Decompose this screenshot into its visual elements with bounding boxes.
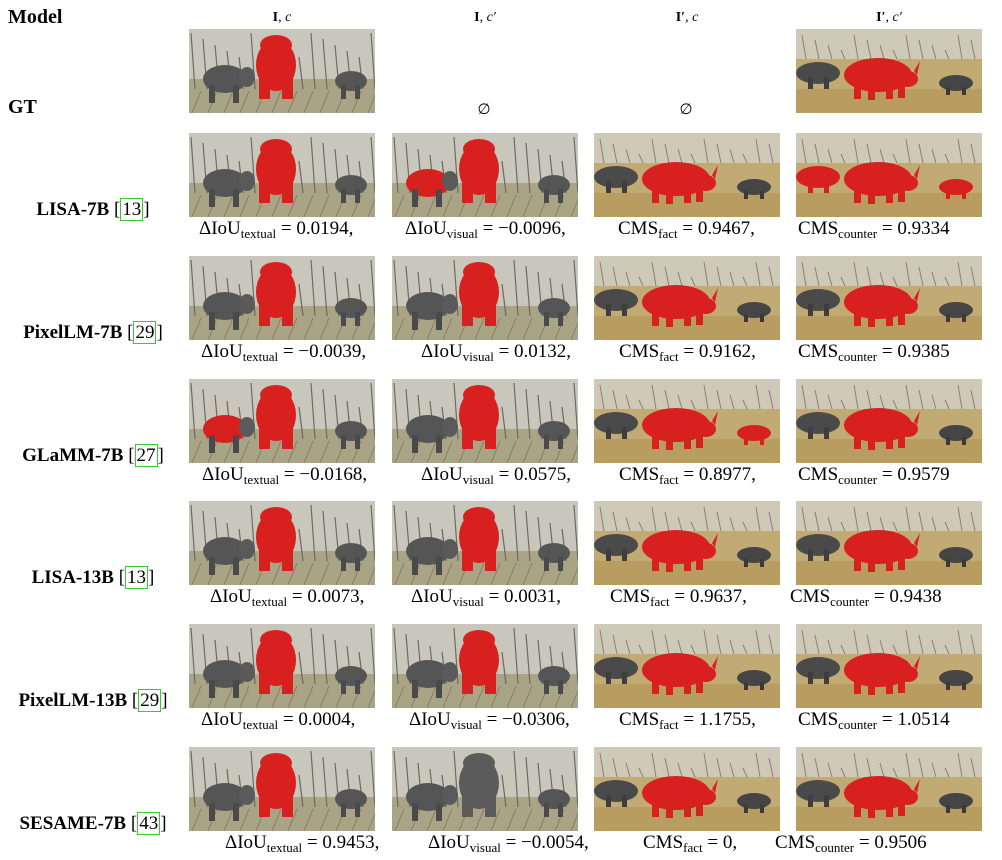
column-header-i-cprime: I, c′	[474, 10, 496, 25]
row-label-pixellm-7b: PixelLM-7B [29]	[0, 321, 186, 344]
metric-cms-counter: CMScounter = 0.9334	[798, 218, 950, 241]
metric-cms-fact: CMSfact = 0.9637,	[610, 586, 747, 609]
metric-delta-iou-visual: ΔIoUvisual = 0.0031,	[411, 586, 562, 609]
prediction-mask-image	[594, 747, 780, 831]
prediction-mask-image	[796, 256, 982, 340]
prediction-mask-image	[796, 501, 982, 585]
metric-cms-fact: CMSfact = 0.8977,	[619, 464, 756, 487]
citation-link[interactable]: [13]	[113, 566, 155, 589]
metric-cms-counter: CMScounter = 0.9506	[775, 832, 927, 855]
gt-empty-symbol-3: ∅	[679, 102, 693, 118]
gt-cell-4	[796, 29, 982, 113]
prediction-mask-image	[189, 501, 375, 585]
gt-row-label: GT	[8, 96, 37, 118]
row-label-lisa-7b: LISA-7B [13]	[0, 198, 186, 221]
metric-cms-fact: CMSfact = 0.9162,	[619, 341, 756, 364]
prediction-mask-image	[392, 501, 578, 585]
prediction-mask-image	[594, 379, 780, 463]
row-label-glamm-7b: GLaMM-7B [27]	[0, 444, 186, 467]
prediction-mask-image	[392, 747, 578, 831]
gt-empty-symbol-2: ∅	[477, 102, 491, 118]
prediction-mask-image	[796, 379, 982, 463]
metric-delta-iou-textual: ΔIoUtextual = 0.0073,	[210, 586, 365, 609]
column-header-i-c: I, c	[272, 10, 292, 25]
prediction-mask-image	[594, 256, 780, 340]
metric-cms-fact: CMSfact = 0,	[643, 832, 738, 855]
metric-cms-counter: CMScounter = 1.0514	[798, 709, 950, 732]
metric-delta-iou-visual: ΔIoUvisual = −0.0306,	[409, 709, 570, 732]
prediction-mask-image	[796, 133, 982, 217]
metric-cms-counter: CMScounter = 0.9579	[798, 464, 950, 487]
metric-cms-counter: CMScounter = 0.9385	[798, 341, 950, 364]
metric-delta-iou-textual: ΔIoUtextual = −0.0168,	[202, 464, 368, 487]
model-name: GLaMM-7B	[22, 445, 124, 466]
prediction-mask-image	[189, 624, 375, 708]
prediction-mask-image	[796, 624, 982, 708]
citation-link[interactable]: [27]	[123, 444, 164, 467]
model-name: PixelLM-13B	[18, 690, 128, 711]
prediction-mask-image	[189, 747, 375, 831]
metric-delta-iou-textual: ΔIoUtextual = −0.0039,	[201, 341, 367, 364]
model-name: PixelLM-7B	[23, 322, 123, 343]
metric-delta-iou-textual: ΔIoUtextual = 0.0194,	[199, 218, 354, 241]
metric-delta-iou-visual: ΔIoUvisual = −0.0096,	[405, 218, 566, 241]
prediction-mask-image	[189, 379, 375, 463]
column-header-iprime-c: I′, c	[675, 10, 699, 25]
citation-link[interactable]: [29]	[122, 321, 163, 344]
gt-cell-1	[189, 29, 375, 113]
row-label-lisa-13b: LISA-13B [13]	[0, 566, 186, 589]
prediction-mask-image	[594, 501, 780, 585]
metric-delta-iou-textual: ΔIoUtextual = 0.0004,	[201, 709, 356, 732]
column-header-iprime-cprime: I′, c′	[876, 10, 902, 25]
citation-link[interactable]: [43]	[126, 812, 167, 835]
prediction-mask-image	[392, 624, 578, 708]
prediction-mask-image	[189, 133, 375, 217]
prediction-mask-image	[594, 624, 780, 708]
citation-link[interactable]: [13]	[109, 198, 150, 221]
prediction-mask-image	[392, 256, 578, 340]
prediction-mask-image	[392, 379, 578, 463]
model-name: SESAME-7B	[19, 813, 127, 834]
model-name: LISA-13B	[31, 567, 114, 588]
metric-cms-counter: CMScounter = 0.9438	[790, 586, 942, 609]
citation-link[interactable]: [29]	[127, 689, 168, 712]
metric-delta-iou-visual: ΔIoUvisual = −0.0054,	[428, 832, 589, 855]
row-label-sesame-7b: SESAME-7B [43]	[0, 812, 186, 835]
metric-delta-iou-textual: ΔIoUtextual = 0.9453,	[225, 832, 380, 855]
metric-cms-fact: CMSfact = 0.9467,	[618, 218, 755, 241]
prediction-mask-image	[594, 133, 780, 217]
prediction-mask-image	[796, 747, 982, 831]
prediction-mask-image	[392, 133, 578, 217]
row-label-pixellm-13b: PixelLM-13B [29]	[0, 689, 186, 712]
metric-delta-iou-visual: ΔIoUvisual = 0.0132,	[421, 341, 572, 364]
prediction-mask-image	[189, 256, 375, 340]
metric-cms-fact: CMSfact = 1.1755,	[619, 709, 756, 732]
model-name: LISA-7B	[36, 199, 110, 220]
model-column-header: Model	[8, 6, 63, 28]
metric-delta-iou-visual: ΔIoUvisual = 0.0575,	[421, 464, 572, 487]
